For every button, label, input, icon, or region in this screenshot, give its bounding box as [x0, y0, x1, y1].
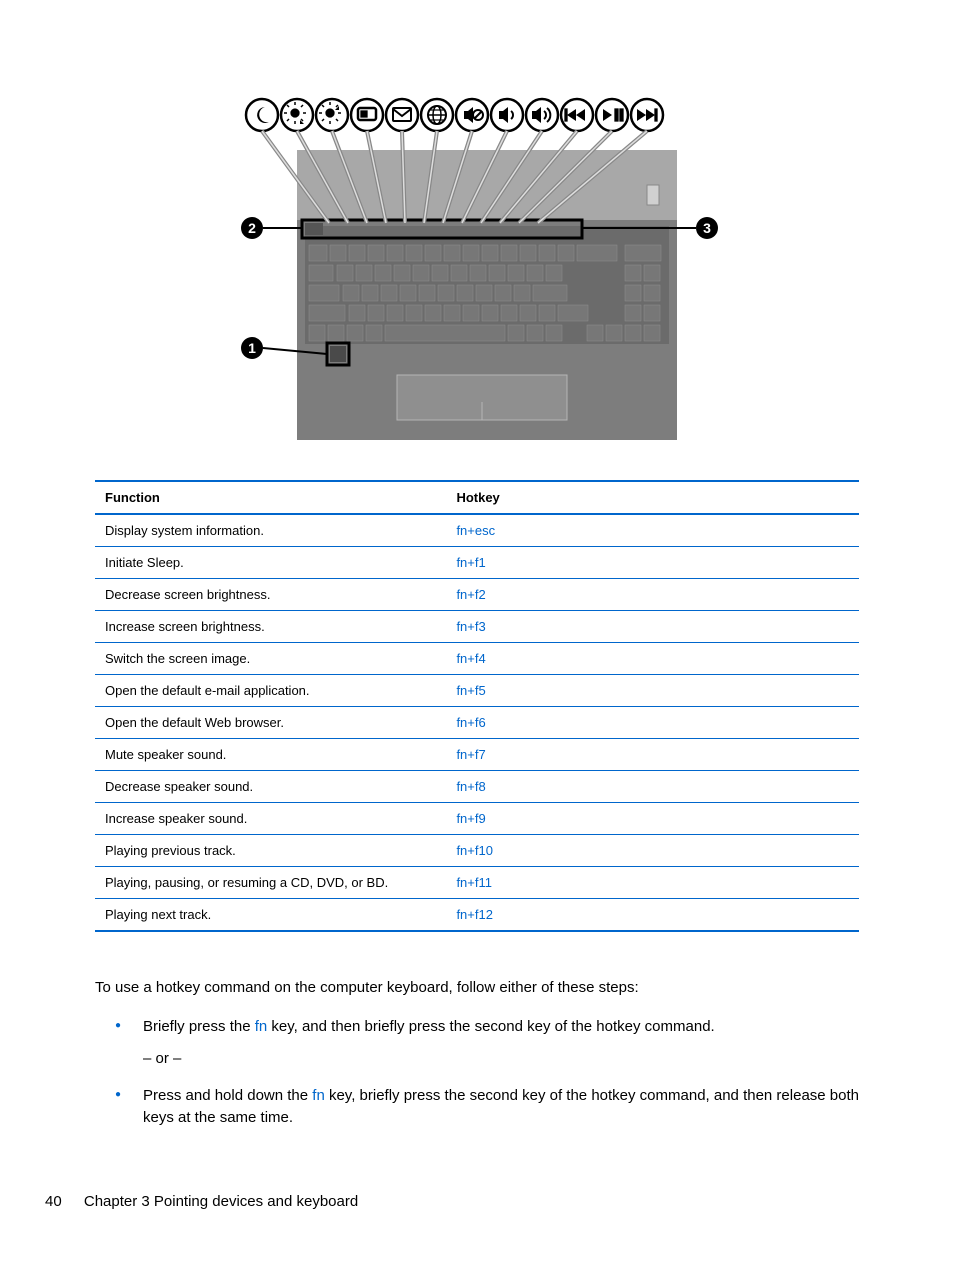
- function-cell: Decrease speaker sound.: [95, 771, 446, 803]
- function-cell: Playing previous track.: [95, 835, 446, 867]
- function-cell: Decrease screen brightness.: [95, 579, 446, 611]
- callout-2: 2: [248, 220, 256, 236]
- header-function: Function: [95, 481, 446, 514]
- hotkey-cell: fn+f10: [446, 835, 859, 867]
- table-row: Playing, pausing, or resuming a CD, DVD,…: [95, 867, 859, 899]
- function-cell: Switch the screen image.: [95, 643, 446, 675]
- function-cell: Increase screen brightness.: [95, 611, 446, 643]
- hotkey-cell: fn+f5: [446, 675, 859, 707]
- fn-key-ref: fn: [255, 1018, 268, 1035]
- function-cell: Increase speaker sound.: [95, 803, 446, 835]
- hotkey-cell: fn+f2: [446, 579, 859, 611]
- table-row: Initiate Sleep.fn+f1: [95, 547, 859, 579]
- function-cell: Mute speaker sound.: [95, 739, 446, 771]
- hotkey-cell: fn+f1: [446, 547, 859, 579]
- hotkey-table: Function Hotkey Display system informati…: [95, 480, 859, 932]
- table-row: Decrease screen brightness.fn+f2: [95, 579, 859, 611]
- table-row: Increase screen brightness.fn+f3: [95, 611, 859, 643]
- function-cell: Open the default e-mail application.: [95, 675, 446, 707]
- chapter-title: Chapter 3 Pointing devices and keyboard: [84, 1193, 358, 1210]
- page-footer: 40 Chapter 3 Pointing devices and keyboa…: [45, 1193, 358, 1210]
- callout-1: 1: [248, 340, 256, 356]
- hotkey-cell: fn+f6: [446, 707, 859, 739]
- table-row: Display system information.fn+esc: [95, 514, 859, 547]
- table-row: Playing previous track.fn+f10: [95, 835, 859, 867]
- page-number: 40: [45, 1193, 62, 1210]
- hotkey-cell: fn+f3: [446, 611, 859, 643]
- or-separator: – or –: [143, 1048, 859, 1071]
- table-row: Increase speaker sound.fn+f9: [95, 803, 859, 835]
- step-1: Briefly press the fn key, and then brief…: [115, 1016, 859, 1071]
- table-row: Open the default Web browser.fn+f6: [95, 707, 859, 739]
- function-cell: Open the default Web browser.: [95, 707, 446, 739]
- table-row: Playing next track.fn+f12: [95, 899, 859, 932]
- function-cell: Playing next track.: [95, 899, 446, 932]
- intro-text: To use a hotkey command on the computer …: [95, 977, 859, 1000]
- header-hotkey: Hotkey: [446, 481, 859, 514]
- function-cell: Display system information.: [95, 514, 446, 547]
- table-row: Decrease speaker sound.fn+f8: [95, 771, 859, 803]
- callout-3: 3: [703, 220, 711, 236]
- hotkey-cell: fn+f9: [446, 803, 859, 835]
- hotkey-cell: fn+f12: [446, 899, 859, 932]
- fn-key-ref: fn: [312, 1087, 325, 1104]
- hotkey-cell: fn+f8: [446, 771, 859, 803]
- table-row: Open the default e-mail application.fn+f…: [95, 675, 859, 707]
- hotkey-cell: fn+esc: [446, 514, 859, 547]
- function-cell: Initiate Sleep.: [95, 547, 446, 579]
- table-row: Mute speaker sound.fn+f7: [95, 739, 859, 771]
- hotkey-cell: fn+f11: [446, 867, 859, 899]
- function-cell: Playing, pausing, or resuming a CD, DVD,…: [95, 867, 446, 899]
- hotkey-cell: fn+f4: [446, 643, 859, 675]
- hotkey-cell: fn+f7: [446, 739, 859, 771]
- keyboard-diagram: 1 2 3: [227, 90, 727, 450]
- step-2: Press and hold down the fn key, briefly …: [115, 1085, 859, 1130]
- table-row: Switch the screen image.fn+f4: [95, 643, 859, 675]
